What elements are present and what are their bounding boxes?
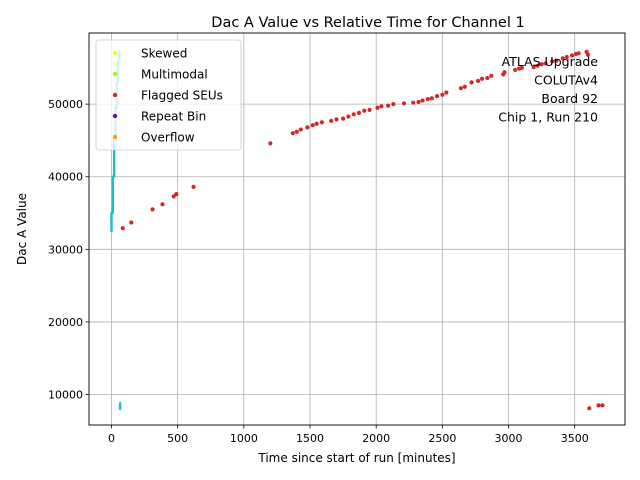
legend-label: Repeat Bin [141, 110, 206, 124]
data-point [314, 121, 319, 126]
x-tick-label: 3000 [495, 432, 523, 445]
data-point [375, 105, 380, 110]
x-tick-label: 2500 [428, 432, 456, 445]
legend-box [95, 39, 242, 151]
data-point [550, 59, 555, 64]
data-point [401, 101, 407, 106]
data-point [462, 84, 467, 89]
annotation-line: ATLAS Upgrade [502, 54, 599, 69]
data-point [305, 125, 310, 130]
data-point [334, 117, 339, 122]
legend-label: Overflow [141, 131, 195, 145]
data-point [367, 107, 372, 113]
x-tick-label: 1000 [230, 432, 258, 445]
data-point [386, 103, 391, 108]
data-point [294, 129, 299, 134]
y-axis-label: Dac A Value [15, 193, 29, 265]
x-tick-label: 3500 [561, 432, 589, 445]
data-point [560, 56, 565, 61]
x-tick-label: 2000 [362, 432, 390, 445]
legend-marker [112, 113, 118, 119]
data-point [489, 73, 494, 78]
data-point [576, 51, 581, 56]
data-point [444, 90, 449, 95]
x-tick-label: 500 [167, 432, 188, 445]
data-point [502, 70, 507, 75]
x-tick-label: 0 [108, 432, 115, 445]
data-point [564, 54, 569, 60]
data-point [429, 96, 434, 101]
data-point [120, 226, 125, 231]
legend-marker [112, 92, 118, 98]
data-point [298, 127, 303, 132]
legend-label: Flagged SEUs [141, 89, 223, 103]
data-point [554, 58, 559, 63]
data-point [150, 207, 155, 212]
legend-marker [112, 134, 118, 140]
legend-label: Skewed [141, 47, 187, 61]
y-tick-label: 30000 [48, 243, 83, 256]
data-point [174, 192, 179, 197]
grid-lines [89, 33, 625, 425]
data-point [191, 184, 196, 189]
data-point [160, 202, 165, 207]
data-point [319, 120, 325, 125]
data-point [268, 141, 273, 146]
data-point [362, 108, 367, 113]
x-axis-label: Time since start of run [minutes] [257, 451, 455, 465]
data-point [341, 116, 346, 121]
data-point [356, 110, 362, 115]
plot-frame [88, 32, 626, 426]
annotation-line: Chip 1, Run 210 [498, 110, 598, 125]
legend-marker [112, 71, 118, 77]
data-point [351, 112, 356, 117]
data-point [434, 94, 440, 99]
x-tick-label: 1500 [296, 432, 324, 445]
data-point [469, 80, 474, 85]
data-point [587, 406, 592, 411]
data-point [290, 131, 295, 136]
data-point [475, 78, 481, 84]
data-point [420, 98, 425, 103]
data-point [416, 99, 421, 105]
data-point [329, 118, 334, 123]
data-point [310, 123, 315, 128]
data-point [519, 65, 524, 70]
data-point [569, 53, 575, 58]
data-point [535, 63, 540, 68]
data-point [440, 92, 445, 97]
legend-label: Multimodal [141, 68, 208, 82]
y-tick-label: 20000 [48, 316, 83, 329]
data-point [458, 86, 463, 91]
legend: Skewed Multimodal Flagged SEUs Repeat Bin Ov… [95, 39, 242, 151]
data-point [391, 102, 396, 107]
annotation-line: Board 92 [541, 91, 598, 106]
chart-title: Dac A Value vs Relative Time for Channel… [211, 15, 524, 31]
data-point [479, 76, 485, 81]
y-tick-label: 50000 [48, 98, 83, 111]
data-point [543, 61, 548, 66]
axes: 0 500 1000 1500 2000 2500 3000 3500 10000 20000 30… [48, 98, 589, 445]
data-point [596, 403, 601, 408]
chart-annotation: ATLAS Upgrade COLUTAv4 Board 92 Chip 1, Run… [498, 54, 598, 125]
data-point [485, 75, 490, 81]
data-point [425, 96, 430, 102]
data-point [346, 114, 351, 119]
data-point [531, 65, 536, 70]
data-point [379, 104, 384, 109]
data-point [585, 52, 591, 57]
annotation-line: COLUTAv4 [534, 73, 598, 88]
y-tick-label: 10000 [48, 389, 83, 402]
data-point [411, 100, 416, 105]
legend-marker [112, 50, 118, 56]
data-point [513, 67, 518, 73]
data-point [129, 220, 134, 225]
y-tick-label: 40000 [48, 171, 83, 184]
data-point [600, 403, 605, 408]
data-point [539, 62, 544, 67]
